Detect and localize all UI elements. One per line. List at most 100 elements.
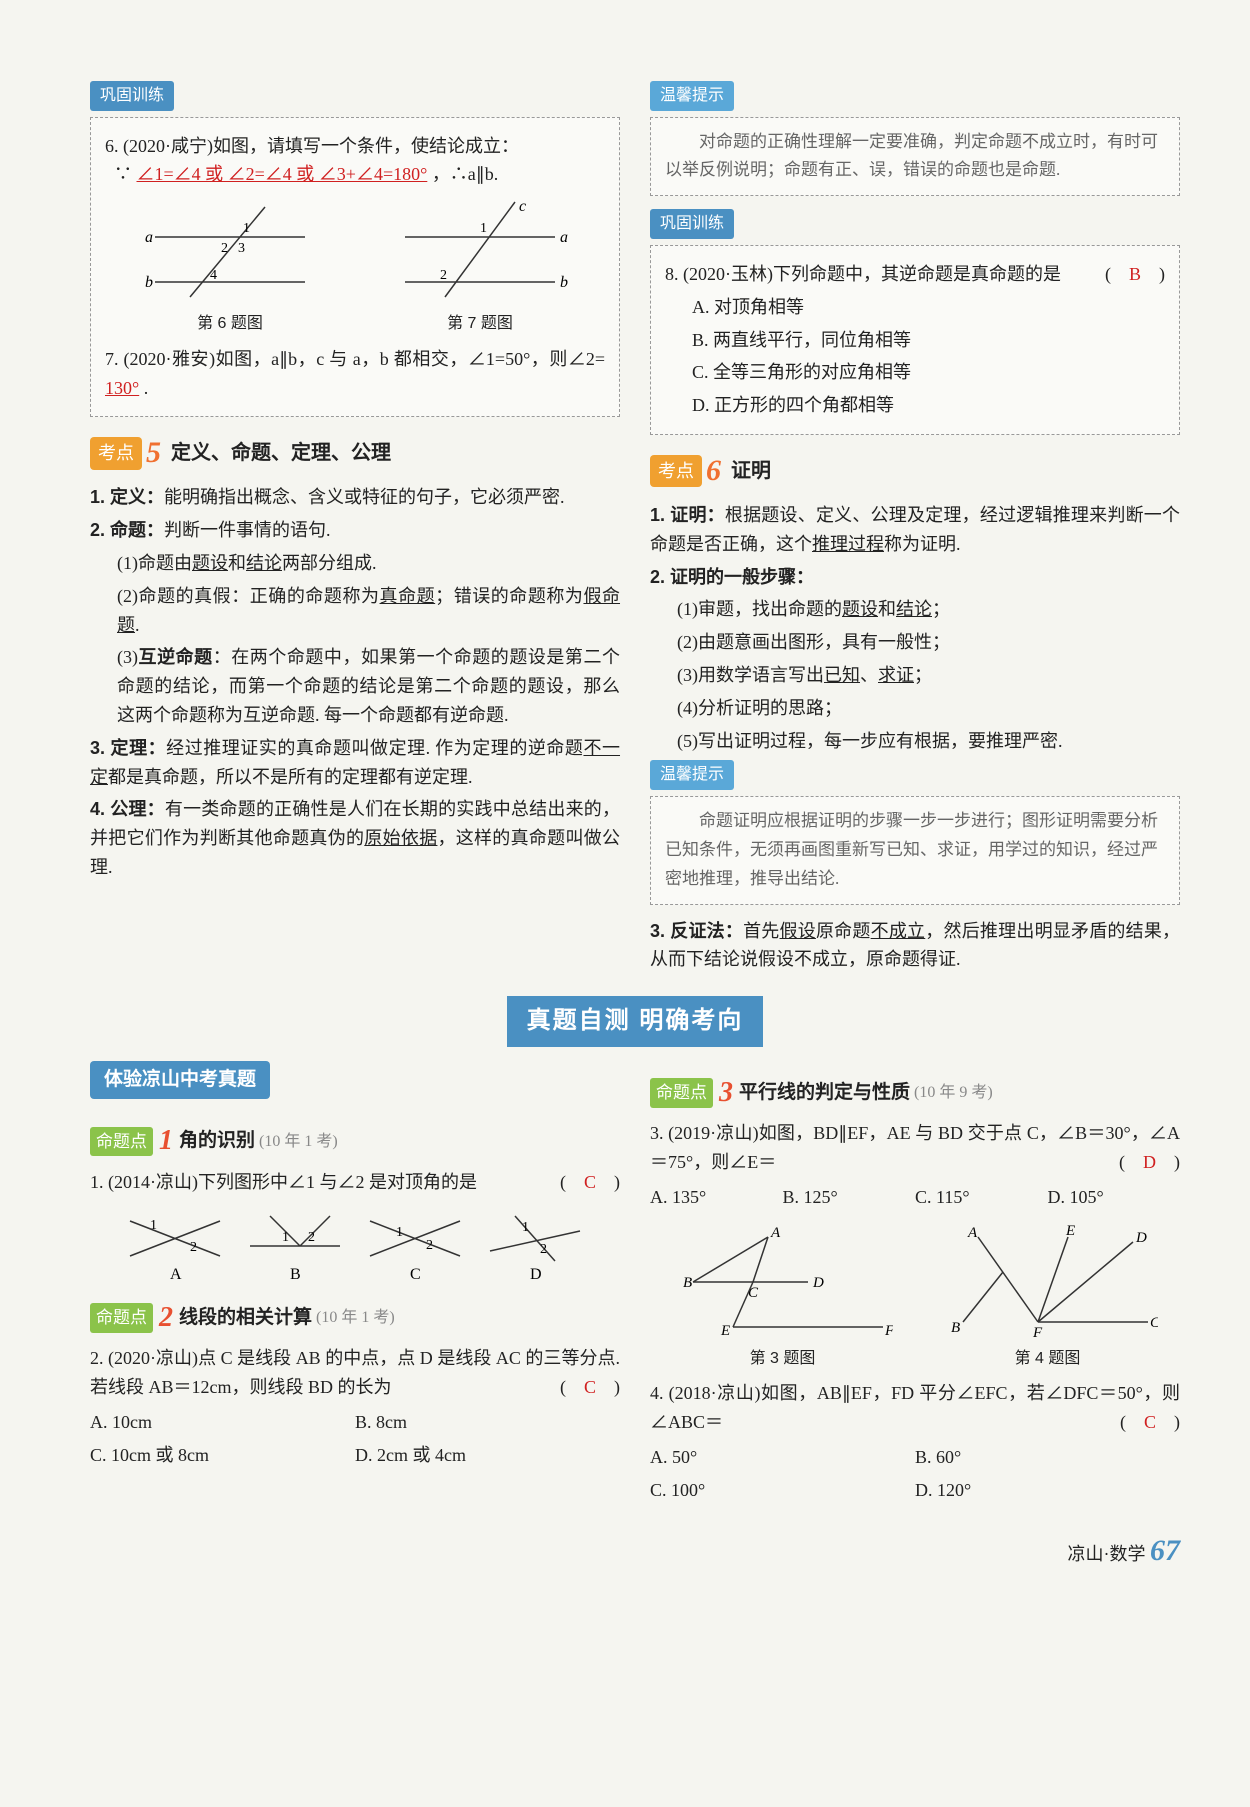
gonggu-label-right: 巩固训练	[650, 209, 734, 239]
gonggu-text: 巩固训练	[100, 87, 164, 104]
kd5-p2-3: (3)互逆命题：在两个命题中，如果第一个命题的题设是第二个命题的结论，而第一个命…	[90, 643, 620, 729]
kd6-p2-1: (1)审题，找出命题的题设和结论；	[650, 595, 1180, 624]
mingti-2-note: (10 年 1 考)	[316, 1305, 395, 1331]
kd5-p3: 3. 定理：经过推理证实的真命题叫做定理. 作为定理的逆命题不一定都是真命题，所…	[90, 734, 620, 792]
kaodian-6-header: 考点 6 证明	[650, 447, 1180, 495]
q2-a: A. 10cm	[90, 1406, 355, 1439]
kaodian-6-title: 证明	[731, 455, 771, 487]
kaodian-5-num: 5	[146, 429, 161, 477]
kaodian-6-body: 1. 证明：根据题设、定义、公理及定理，经过逻辑推理来判断一个命题是否正确，这个…	[650, 501, 1180, 755]
svg-text:B: B	[951, 1320, 960, 1336]
banner-text: 真题自测 明确考向	[507, 996, 764, 1046]
right-practice-box: 8. (2020·玉林)下列命题中，其逆命题是真命题的是 ( B ) A. 对顶…	[650, 245, 1180, 435]
q3-c: C. 115°	[915, 1183, 1048, 1212]
mingti-check-2: 命题点	[90, 1303, 153, 1332]
left-column-top: 巩固训练 6. (2020·咸宁)如图，请填写一个条件，使结论成立： ∵ ∠1=…	[90, 80, 620, 978]
q2-c: C. 10cm 或 8cm	[90, 1439, 355, 1472]
q2-b: B. 8cm	[355, 1406, 620, 1439]
kaodian-5-title: 定义、命题、定理、公理	[171, 437, 391, 469]
top-region: 巩固训练 6. (2020·咸宁)如图，请填写一个条件，使结论成立： ∵ ∠1=…	[90, 80, 1180, 978]
kd5-p2-1: (1)命题由题设和结论两部分组成.	[90, 549, 620, 578]
figure-4: A B E D F C 第 4 题图	[938, 1222, 1158, 1372]
mingti-2-title: 线段的相关计算	[179, 1303, 312, 1333]
q2-text: 2. (2020·凉山)点 C 是线段 AB 的中点，点 D 是线段 AC 的三…	[90, 1344, 620, 1402]
svg-text:A: A	[967, 1225, 978, 1241]
mingti-check-3: 命题点	[650, 1078, 713, 1107]
mingti-2-header: 命题点 2 线段的相关计算 (10 年 1 考)	[90, 1296, 620, 1341]
q4-text: 4. (2018·凉山)如图，AB∥EF，FD 平分∠EFC，若∠DFC＝50°…	[650, 1379, 1180, 1437]
left-practice-box: 6. (2020·咸宁)如图，请填写一个条件，使结论成立： ∵ ∠1=∠4 或 …	[90, 117, 620, 418]
svg-text:1: 1	[480, 221, 487, 236]
q3-a: A. 135°	[650, 1183, 783, 1212]
svg-text:2: 2	[426, 1238, 433, 1253]
q4-answer: C	[1144, 1412, 1156, 1432]
figure-7: c a b 1 2 第 7 题图	[385, 197, 575, 337]
svg-text:2: 2	[440, 268, 447, 283]
svg-text:2: 2	[540, 1242, 547, 1257]
figure-3: B D E F A C 第 3 题图	[673, 1222, 893, 1372]
svg-text:1: 1	[243, 221, 250, 236]
mingti-1-note: (10 年 1 考)	[259, 1129, 338, 1155]
q6-answer: ∠1=∠4 或 ∠2=∠4 或 ∠3+∠4=180°	[137, 164, 428, 184]
mingti-3-header: 命题点 3 平行线的判定与性质 (10 年 9 考)	[650, 1071, 1180, 1116]
svg-text:a: a	[145, 229, 153, 246]
fig7-svg: c a b 1 2	[385, 197, 575, 307]
figure-6: a b 1 2 3 4 第 6 题图	[135, 197, 325, 337]
mt2-body: 2. (2020·凉山)点 C 是线段 AB 的中点，点 D 是线段 AC 的三…	[90, 1344, 620, 1471]
q8-d: D. 正方形的四个角都相等	[665, 391, 1165, 420]
mingti-3-note: (10 年 9 考)	[914, 1080, 993, 1106]
kd6-p2-2: (2)由题意画出图形，具有一般性；	[650, 628, 1180, 657]
q7-answer: 130°	[105, 378, 139, 398]
kd5-p1: 1. 定义：能明确指出概念、含义或特征的句子，它必须严密.	[90, 483, 620, 512]
kd6-p1: 1. 证明：根据题设、定义、公理及定理，经过逻辑推理来判断一个命题是否正确，这个…	[650, 501, 1180, 559]
mt3-body: 3. (2019·凉山)如图，BD∥EF，AE 与 BD 交于点 C，∠B＝30…	[650, 1119, 1180, 1506]
svg-text:c: c	[519, 198, 526, 215]
mingti-1-title: 角的识别	[179, 1126, 255, 1156]
svg-text:E: E	[1065, 1223, 1075, 1239]
q8-b: B. 两直线平行，同位角相等	[665, 326, 1165, 355]
right-column-top: 温馨提示 对命题的正确性理解一定要准确，判定命题不成立时，有时可以举反例说明；命…	[650, 80, 1180, 978]
fig6-caption: 第 6 题图	[135, 311, 325, 337]
q3-text: 3. (2019·凉山)如图，BD∥EF，AE 与 BD 交于点 C，∠B＝30…	[650, 1119, 1180, 1177]
q1-answer: C	[584, 1172, 596, 1192]
gonggu-label-left: 巩固训练	[90, 81, 174, 111]
q8-answer: B	[1129, 264, 1141, 284]
fig7-caption: 第 7 题图	[385, 311, 575, 337]
page-footer: 凉山·数学 67	[90, 1527, 1180, 1575]
tip-label-2: 温馨提示	[650, 760, 734, 790]
q3-d: D. 105°	[1048, 1183, 1181, 1212]
left-column-bottom: 体验凉山中考真题 命题点 1 角的识别 (10 年 1 考) 1. (2014·…	[90, 1061, 620, 1507]
svg-text:4: 4	[210, 268, 217, 283]
q4-b: B. 60°	[915, 1441, 1180, 1474]
kaodian-badge: 考点	[90, 437, 142, 470]
q1-text: 1. (2014·凉山)下列图形中∠1 与∠2 是对顶角的是 ( C )	[90, 1168, 620, 1197]
fig6-svg: a b 1 2 3 4	[135, 197, 325, 307]
banner: 真题自测 明确考向	[90, 996, 1180, 1046]
kaodian-6-num: 6	[706, 447, 721, 495]
svg-text:2: 2	[190, 1240, 197, 1255]
mingti-3-title: 平行线的判定与性质	[739, 1078, 910, 1108]
kd6-p2-5: (5)写出证明过程，每一步应有根据，要推理严密.	[650, 727, 1180, 756]
mingti-2-num: 2	[159, 1296, 173, 1341]
tip-box-1: 对命题的正确性理解一定要准确，判定命题不成立时，有时可以举反例说明；命题有正、误…	[650, 117, 1180, 197]
svg-text:B: B	[290, 1266, 301, 1283]
mingti-1-header: 命题点 1 角的识别 (10 年 1 考)	[90, 1119, 620, 1164]
fig3-svg: B D E F A C	[673, 1222, 893, 1342]
q4-d: D. 120°	[915, 1474, 1180, 1507]
fig4-svg: A B E D F C	[938, 1222, 1158, 1342]
q6-text: 6. (2020·咸宁)如图，请填写一个条件，使结论成立： ∵ ∠1=∠4 或 …	[105, 132, 605, 190]
svg-text:1: 1	[282, 1230, 289, 1245]
svg-text:C: C	[410, 1266, 421, 1283]
kd6-p3: 3. 反证法：首先假设原命题不成立，然后推理出明显矛盾的结果，从而下结论说假设不…	[650, 917, 1180, 975]
kd6-p2-3: (3)用数学语言写出已知、求证；	[650, 661, 1180, 690]
q3-options: A. 135° B. 125° C. 115° D. 105°	[650, 1181, 1180, 1214]
right-column-bottom: 命题点 3 平行线的判定与性质 (10 年 9 考) 3. (2019·凉山)如…	[650, 1061, 1180, 1507]
tip-box-2: 命题证明应根据证明的步骤一步一步进行；图形证明需要分析已知条件，无须再画图重新写…	[650, 796, 1180, 905]
kd6-p2-4: (4)分析证明的思路；	[650, 694, 1180, 723]
mingti-3-num: 3	[719, 1071, 733, 1116]
q1-figures: 1 2 A 1 2 B	[90, 1201, 620, 1286]
q8-c: C. 全等三角形的对应角相等	[665, 358, 1165, 387]
fig4-caption: 第 4 题图	[938, 1346, 1158, 1372]
kaodian-badge-6: 考点	[650, 455, 702, 488]
svg-text:C: C	[1150, 1315, 1158, 1331]
